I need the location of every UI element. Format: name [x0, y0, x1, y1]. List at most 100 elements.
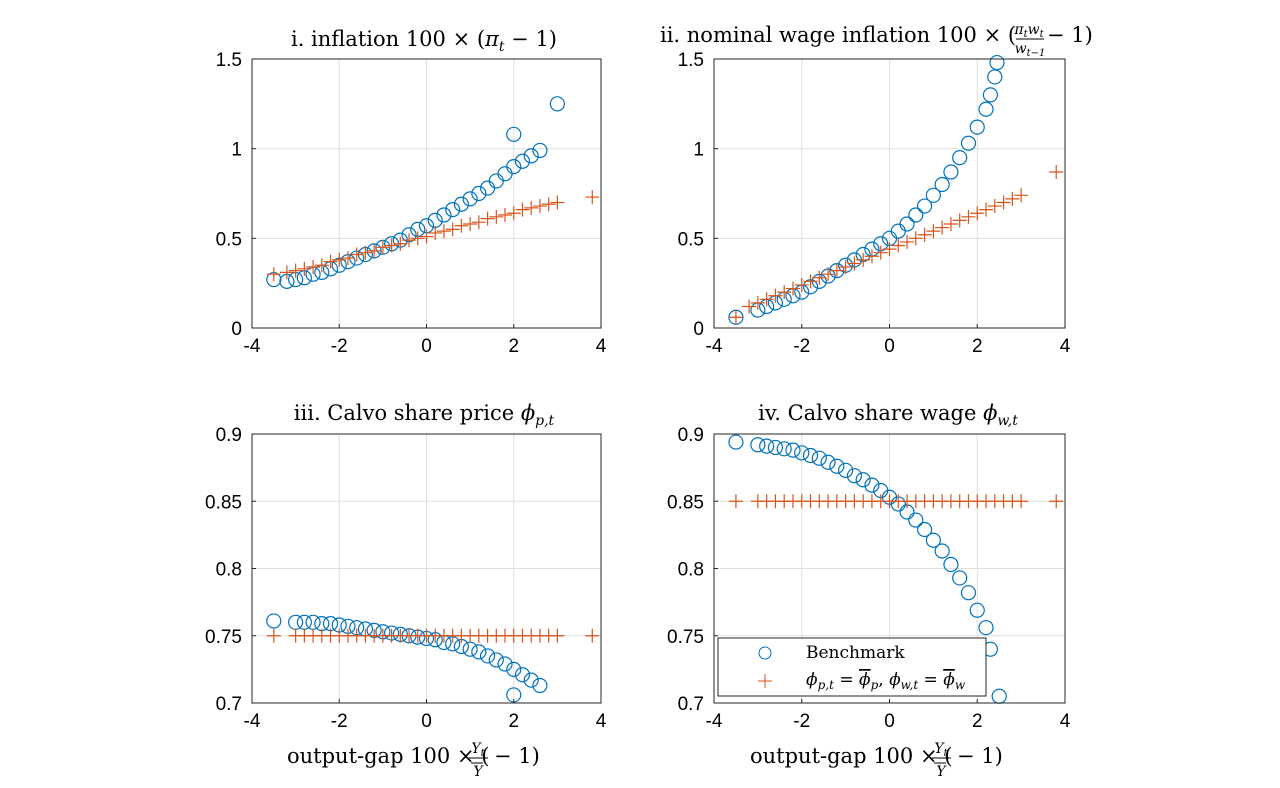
- legend-marker-fixed: [758, 674, 772, 688]
- data-point-benchmark: [514, 667, 531, 683]
- data-point-fixed: [821, 267, 836, 282]
- y-tick-label: 0.5: [216, 229, 242, 250]
- data-point-benchmark: [266, 613, 282, 629]
- legend-marker-benchmark: [758, 646, 772, 660]
- data-point-fixed: [323, 254, 338, 269]
- data-point-fixed: [384, 238, 399, 253]
- data-point-benchmark: [523, 148, 539, 164]
- data-point-fixed: [768, 288, 783, 303]
- x-tick-label: 2: [508, 336, 519, 357]
- data-point-benchmark: [471, 185, 487, 202]
- xlabel-left-text: output-gap 100 × (: [287, 744, 489, 768]
- data-point-benchmark: [479, 648, 496, 664]
- title-tail-inflation: − 1): [505, 27, 558, 51]
- data-point-benchmark: [978, 101, 994, 117]
- data-point-fixed: [1049, 164, 1064, 179]
- data-point-benchmark: [960, 135, 977, 151]
- panel-calvo-price: iii. Calvo share price ϕp,t: [294, 401, 555, 429]
- x-tick-label: -4: [244, 336, 261, 357]
- data-point-fixed: [777, 285, 792, 300]
- panel-inflation: i. inflation 100 × (πt − 1): [291, 27, 557, 55]
- data-point-benchmark: [989, 54, 1005, 71]
- data-point-fixed: [979, 202, 994, 217]
- data-point-fixed: [375, 240, 390, 255]
- data-point-fixed: [532, 199, 547, 214]
- panel-calvo-wage: iv. Calvo share wage ϕw,t: [758, 401, 1018, 429]
- data-point-fixed: [436, 224, 451, 239]
- data-point-benchmark: [960, 585, 977, 601]
- data-point-benchmark: [820, 454, 836, 470]
- plots: -4 -2 0 2 4 0 0.5 1 1.5 -4 -2 0 2 4 0 0.5 1 1.5 -4 -2 0 2 4 0.7…: [205, 50, 1071, 732]
- data-point-benchmark: [497, 656, 513, 672]
- title-text-wage: ii. nominal wage inflation 100 × (: [660, 23, 1016, 47]
- data-point-fixed: [314, 258, 329, 273]
- xlabel-left: output-gap 100 × ( Yt Y − 1): [287, 741, 540, 780]
- data-point-fixed: [1049, 494, 1064, 509]
- data-point-benchmark: [759, 438, 775, 454]
- data-point-benchmark: [908, 512, 924, 528]
- data-point-benchmark: [471, 644, 487, 660]
- data-point-benchmark: [462, 191, 478, 207]
- data-point-benchmark: [916, 521, 933, 538]
- data-point-benchmark: [952, 570, 968, 586]
- data-point-fixed: [393, 236, 408, 251]
- data-point-fixed: [419, 229, 434, 244]
- data-point-fixed: [785, 281, 800, 296]
- data-point-fixed: [358, 245, 373, 260]
- panel-title-wage-inflation: ii. nominal wage inflation 100 × (: [660, 23, 1016, 47]
- data-point-benchmark: [982, 87, 999, 103]
- data-point-fixed: [728, 494, 743, 509]
- y-tick-label: 0.85: [205, 492, 242, 513]
- data-point-benchmark: [750, 437, 766, 453]
- y-tick-label: 0: [231, 319, 242, 340]
- data-point-fixed: [943, 216, 958, 231]
- y-tick-label: 1.5: [678, 50, 704, 71]
- data-point-fixed: [856, 252, 871, 267]
- data-point-fixed: [864, 249, 879, 264]
- data-point-fixed: [585, 190, 600, 205]
- data-point-fixed: [266, 628, 281, 643]
- panel-title-wage-tail: − 1): [1047, 23, 1093, 47]
- data-point-fixed: [882, 242, 897, 257]
- y-tick-label: 1.5: [216, 50, 242, 71]
- x-tick-label: -2: [793, 336, 810, 357]
- xlabel-left-tail: − 1): [494, 744, 540, 768]
- data-point-benchmark: [794, 445, 810, 461]
- title-subscript-t: t: [499, 39, 505, 55]
- x-tick-label: -2: [793, 711, 810, 732]
- data-point-benchmark: [436, 207, 452, 223]
- data-point-benchmark: [728, 434, 744, 450]
- y-tick-label: 0.7: [216, 694, 242, 715]
- data-point-benchmark: [925, 532, 941, 548]
- data-point-fixed: [279, 265, 294, 280]
- data-point-fixed: [829, 263, 844, 278]
- axes-1: -4 -2 0 2 4 0 0.5 1 1.5: [216, 50, 607, 357]
- data-point-fixed: [1014, 494, 1029, 509]
- data-point-benchmark: [978, 620, 994, 636]
- x-tick-label: -4: [244, 711, 261, 732]
- x-tick-label: -2: [331, 711, 348, 732]
- data-point-fixed: [506, 206, 521, 221]
- y-tick-label: 0.75: [667, 627, 704, 648]
- y-tick-label: 1: [231, 140, 242, 161]
- xlabel-right-text: output-gap 100 × (: [750, 744, 952, 768]
- data-point-fixed: [349, 247, 364, 262]
- y-tick-label: 0.8: [216, 560, 242, 581]
- data-point-benchmark: [969, 119, 985, 135]
- data-point-fixed: [1005, 191, 1020, 206]
- data-point-benchmark: [811, 450, 827, 466]
- data-point-fixed: [428, 225, 443, 240]
- data-point-fixed: [288, 263, 303, 278]
- legend-label-fixed: ϕp,t = ϕp, ϕw,t = ϕw: [806, 670, 966, 692]
- data-point-benchmark: [488, 652, 504, 668]
- axes-3: -4 -2 0 2 4 0.7 0.75 0.8 0.85 0.9: [205, 425, 607, 732]
- data-point-benchmark: [934, 176, 950, 193]
- data-point-benchmark: [908, 207, 924, 223]
- data-point-fixed: [402, 233, 417, 248]
- x-tick-label: -2: [331, 336, 348, 357]
- data-point-fixed: [952, 213, 967, 228]
- data-point-benchmark: [453, 196, 469, 212]
- data-point-benchmark: [943, 164, 959, 180]
- wage-fraction-denominator: wt−1: [1015, 41, 1046, 59]
- wage-fraction: πtwt wt−1: [1013, 22, 1045, 59]
